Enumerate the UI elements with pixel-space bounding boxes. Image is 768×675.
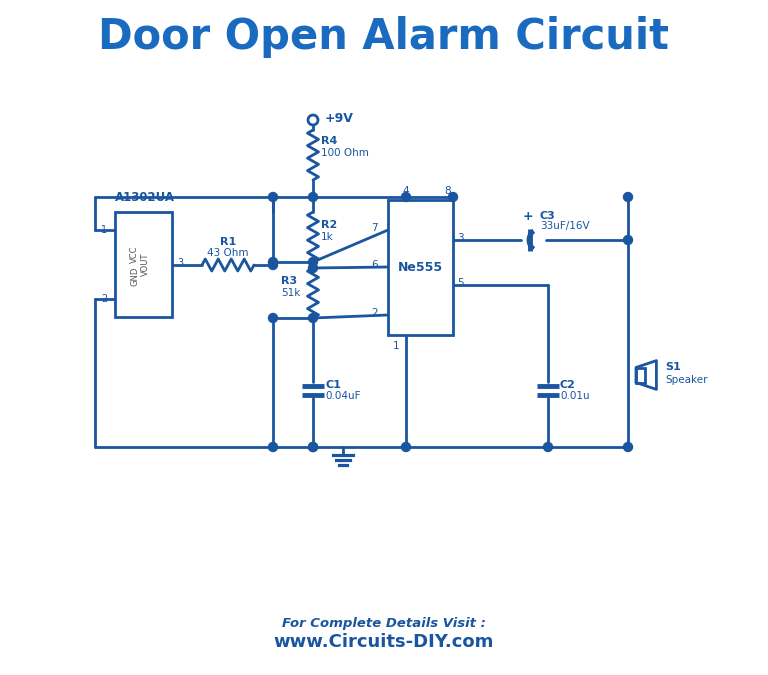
Circle shape [269, 261, 277, 269]
Text: R4: R4 [321, 136, 337, 146]
Circle shape [449, 192, 458, 202]
Text: 1: 1 [392, 341, 399, 351]
Circle shape [269, 313, 277, 323]
Text: +: + [523, 210, 533, 223]
Text: VOUT: VOUT [141, 253, 150, 276]
Text: 0.04uF: 0.04uF [325, 391, 360, 401]
Text: For Complete Details Visit :: For Complete Details Visit : [282, 616, 486, 630]
Circle shape [308, 115, 318, 125]
Circle shape [624, 443, 633, 452]
Circle shape [309, 443, 317, 452]
Bar [636, 367, 645, 383]
Text: C1: C1 [325, 380, 341, 390]
Text: 2: 2 [372, 308, 378, 318]
Text: Speaker: Speaker [665, 375, 707, 385]
Circle shape [309, 313, 317, 323]
Text: Door Open Alarm Circuit: Door Open Alarm Circuit [98, 16, 670, 58]
Circle shape [402, 443, 411, 452]
Text: 4: 4 [402, 186, 409, 196]
Text: GND: GND [130, 267, 139, 286]
Text: 8: 8 [445, 186, 452, 196]
Text: 100 Ohm: 100 Ohm [321, 148, 369, 158]
Circle shape [309, 192, 317, 202]
Text: S1: S1 [665, 362, 680, 372]
Bar [115, 212, 172, 317]
Text: R3: R3 [281, 276, 297, 286]
Text: R1: R1 [220, 237, 236, 247]
Text: Ne555: Ne555 [398, 261, 443, 274]
Circle shape [269, 443, 277, 452]
Text: 6: 6 [372, 260, 378, 270]
Circle shape [624, 236, 633, 244]
Circle shape [269, 257, 277, 267]
Text: VCC: VCC [130, 246, 139, 263]
Text: C2: C2 [560, 380, 576, 390]
Text: 0.01u: 0.01u [560, 391, 590, 401]
Bar [388, 200, 453, 335]
Text: 51k: 51k [281, 288, 300, 298]
Circle shape [309, 257, 317, 267]
Circle shape [624, 192, 633, 202]
Text: 3: 3 [457, 233, 464, 243]
Text: 43 Ohm: 43 Ohm [207, 248, 249, 258]
Circle shape [544, 443, 552, 452]
Text: C3: C3 [540, 211, 556, 221]
Circle shape [309, 263, 317, 273]
Text: 1: 1 [101, 225, 107, 235]
Text: A1302UA: A1302UA [115, 191, 175, 204]
Text: R2: R2 [321, 220, 337, 230]
Text: 33uF/16V: 33uF/16V [540, 221, 590, 231]
Text: www.Circuits-DIY.com: www.Circuits-DIY.com [274, 633, 494, 651]
Circle shape [269, 192, 277, 202]
Text: 7: 7 [372, 223, 378, 233]
Circle shape [309, 443, 317, 452]
Text: +9V: +9V [325, 111, 354, 124]
Text: 5: 5 [457, 278, 464, 288]
Text: 1k: 1k [321, 232, 334, 242]
Text: 3: 3 [177, 258, 183, 268]
Text: 2: 2 [101, 294, 107, 304]
Circle shape [402, 192, 411, 202]
